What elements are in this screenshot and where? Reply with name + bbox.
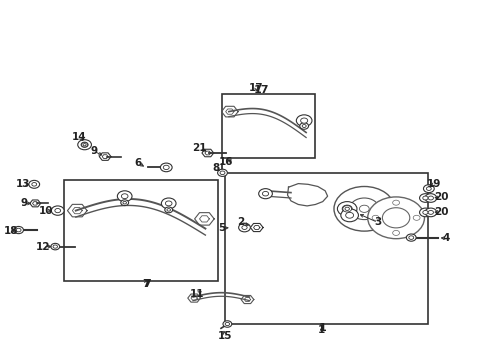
Circle shape: [16, 228, 21, 232]
Text: 20: 20: [433, 192, 447, 202]
Circle shape: [161, 198, 176, 209]
Circle shape: [371, 215, 378, 220]
Text: 12: 12: [36, 242, 50, 252]
Text: 1: 1: [318, 325, 325, 336]
Text: 8: 8: [212, 163, 219, 174]
Circle shape: [14, 226, 23, 234]
Text: 18: 18: [3, 226, 18, 236]
Circle shape: [55, 208, 61, 213]
Text: 11: 11: [189, 289, 203, 299]
Bar: [63, 180, 217, 281]
Bar: [222, 94, 315, 158]
Circle shape: [342, 206, 351, 212]
Circle shape: [163, 165, 169, 170]
Text: 15: 15: [217, 330, 232, 341]
Circle shape: [224, 323, 229, 325]
Bar: [224, 173, 427, 324]
Circle shape: [299, 123, 308, 129]
Circle shape: [345, 207, 348, 210]
Circle shape: [220, 171, 224, 175]
Circle shape: [408, 236, 413, 239]
Circle shape: [164, 207, 172, 213]
Circle shape: [300, 118, 307, 123]
Text: 7: 7: [142, 279, 150, 289]
Circle shape: [426, 187, 430, 190]
Circle shape: [427, 211, 432, 214]
Circle shape: [238, 223, 250, 232]
Circle shape: [345, 212, 353, 218]
Circle shape: [32, 183, 37, 186]
Text: 7: 7: [142, 279, 149, 289]
Circle shape: [422, 211, 427, 214]
Circle shape: [424, 194, 436, 202]
Text: 1: 1: [318, 323, 326, 333]
Circle shape: [81, 142, 88, 147]
Circle shape: [406, 234, 415, 241]
Circle shape: [342, 205, 351, 212]
Text: 17: 17: [248, 83, 263, 93]
Circle shape: [422, 196, 427, 200]
Text: 10: 10: [39, 206, 53, 216]
Circle shape: [412, 215, 419, 220]
Circle shape: [392, 200, 399, 205]
Circle shape: [296, 115, 311, 126]
Text: 13: 13: [16, 179, 31, 189]
Circle shape: [262, 192, 268, 196]
Circle shape: [333, 186, 394, 231]
Circle shape: [83, 144, 86, 146]
Circle shape: [117, 191, 132, 202]
Circle shape: [424, 208, 436, 217]
Circle shape: [427, 196, 432, 200]
Text: 16: 16: [218, 157, 233, 167]
Text: 21: 21: [192, 143, 206, 153]
Circle shape: [419, 208, 430, 217]
Circle shape: [121, 200, 128, 206]
Text: 17: 17: [253, 85, 269, 95]
Circle shape: [165, 201, 172, 206]
Circle shape: [53, 245, 58, 248]
Circle shape: [223, 321, 231, 327]
Circle shape: [160, 163, 172, 172]
Text: 5: 5: [218, 223, 225, 233]
Circle shape: [217, 169, 227, 176]
Circle shape: [359, 205, 368, 212]
Text: 4: 4: [441, 233, 449, 243]
Circle shape: [29, 180, 40, 188]
Circle shape: [337, 202, 356, 216]
Circle shape: [367, 197, 424, 239]
Circle shape: [121, 194, 128, 199]
Circle shape: [302, 125, 305, 127]
Circle shape: [258, 189, 272, 199]
Circle shape: [242, 226, 246, 229]
Circle shape: [78, 140, 91, 150]
Text: 9: 9: [21, 198, 28, 208]
Text: 14: 14: [72, 132, 86, 142]
Circle shape: [392, 230, 399, 235]
Text: 2: 2: [237, 217, 244, 227]
Circle shape: [166, 208, 170, 211]
Circle shape: [419, 194, 430, 202]
Circle shape: [81, 143, 87, 147]
Text: 19: 19: [426, 179, 441, 189]
Circle shape: [122, 201, 126, 204]
Text: 9: 9: [90, 146, 97, 156]
Circle shape: [423, 185, 433, 193]
Text: 6: 6: [134, 158, 141, 168]
Circle shape: [51, 243, 60, 250]
Circle shape: [51, 206, 64, 215]
Text: 3: 3: [374, 217, 381, 228]
Circle shape: [340, 209, 358, 222]
Circle shape: [382, 208, 409, 228]
Text: 20: 20: [433, 207, 447, 217]
Circle shape: [349, 198, 378, 220]
